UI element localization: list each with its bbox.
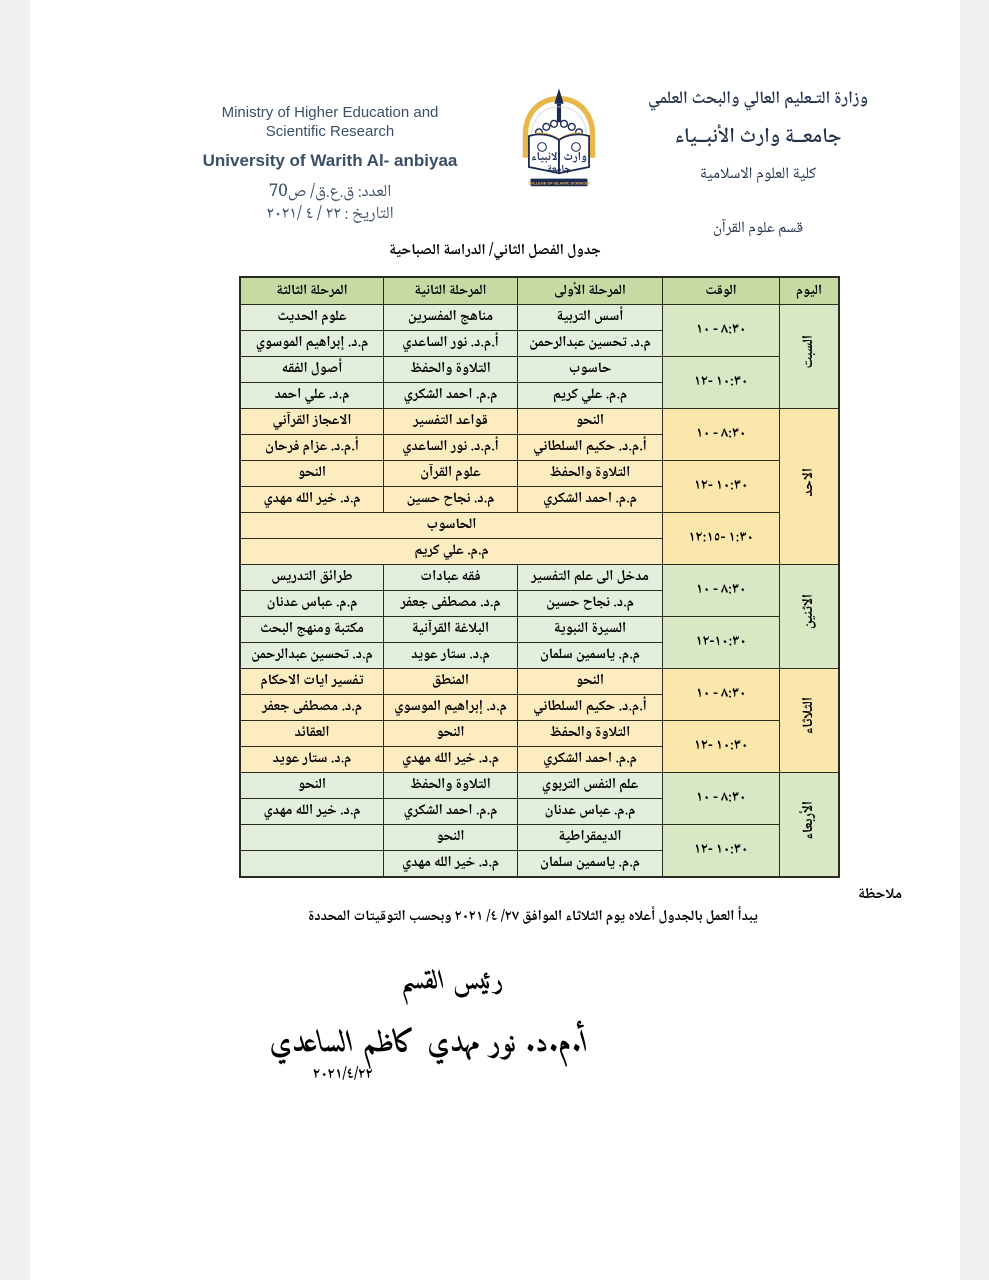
svg-text:COLLEGE OF ISLAMIC SCIENCES: COLLEGE OF ISLAMIC SCIENCES (528, 181, 591, 185)
svg-text:جامعة: جامعة (547, 162, 571, 179)
